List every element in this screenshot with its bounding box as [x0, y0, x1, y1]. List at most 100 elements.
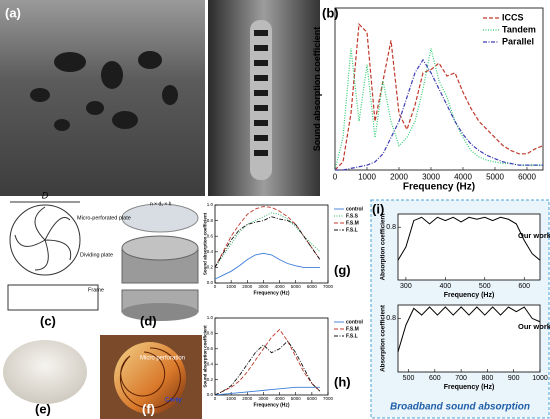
panel-label: (b): [322, 5, 339, 20]
y-tick-label: 0.6: [207, 346, 214, 351]
diagram-label: Micro perforation: [140, 356, 185, 362]
x-tick-label: 5000: [486, 172, 504, 181]
y-axis-label: Sound absorption coefficient: [312, 27, 322, 152]
shell: [114, 342, 186, 414]
y-tick-label: 0.0: [207, 280, 214, 285]
legend-label: F.S.L: [346, 227, 358, 233]
plot-area: [397, 213, 541, 281]
x-tick-label: 4000: [454, 172, 472, 181]
y-axis-label: Absorption coefficient: [379, 213, 386, 281]
series-line: [214, 216, 321, 268]
y-tick-label: 0.8: [207, 218, 214, 223]
x-tick-label: 400: [439, 283, 451, 290]
legend-label: Tandem: [502, 24, 536, 34]
y-tick-label: 0.2: [207, 265, 214, 270]
y-tick-label: 0.8: [386, 315, 396, 322]
series-line: [214, 386, 320, 396]
x-tick-label: 1000: [226, 396, 237, 401]
x-axis-label: Frequency (Hz): [444, 384, 495, 391]
x-tick-label: 0: [214, 396, 217, 401]
x-tick-label: 600: [429, 375, 441, 382]
y-axis-label: Sound absorption coefficient: [202, 212, 207, 275]
y-tick-label: 0.2: [207, 377, 214, 382]
legend-label: Our work: [518, 231, 550, 240]
legend-label: F.S.L: [346, 333, 358, 339]
y-tick-label: 1.0: [207, 202, 214, 207]
panel-label: (h): [334, 374, 351, 389]
series-line: [335, 58, 543, 171]
x-tick-label: 500: [403, 375, 415, 382]
x-tick-label: 7000: [323, 284, 334, 289]
panel-label: (c): [40, 313, 56, 328]
x-tick-label: 900: [508, 375, 520, 382]
dimension-label: D: [42, 190, 49, 200]
divider-top: [121, 235, 199, 261]
legend-label: control: [346, 206, 364, 212]
x-tick-label: 6000: [518, 172, 536, 181]
x-tick-label: 300: [400, 283, 412, 290]
x-tick-label: 1000: [358, 172, 376, 181]
legend-label: F.S.M: [346, 326, 359, 332]
x-tick-label: 3000: [422, 172, 440, 181]
x-tick-label: 3000: [258, 284, 269, 289]
legend-label: ICCS: [502, 12, 524, 22]
x-tick-label: 1000: [226, 284, 237, 289]
panel-label: (i): [372, 201, 384, 216]
series-line: [334, 22, 544, 171]
series-line: [214, 212, 321, 268]
series-line: [214, 252, 320, 280]
panel-label: (a): [5, 5, 21, 20]
pores: [30, 51, 178, 131]
x-tick-label: 2000: [242, 284, 253, 289]
spiral-diagram: [7, 201, 99, 311]
y-tick-label: 0.6: [207, 233, 214, 238]
x-tick-label: 7000: [323, 396, 334, 401]
panel-label: (e): [35, 401, 51, 416]
x-tick-label: 5000: [291, 284, 302, 289]
diagram-label: n × d₁ × h: [150, 201, 172, 207]
x-tick-label: 4000: [275, 396, 286, 401]
y-axis-label: Sound absorption coefficient: [202, 325, 207, 388]
y-tick-label: 0.4: [207, 361, 214, 366]
x-axis-label: Frequency (Hz): [253, 290, 289, 296]
series-line: [214, 206, 321, 268]
shell-spiral: [119, 347, 181, 409]
panel-label: (f): [142, 401, 155, 416]
plot-area: [214, 317, 329, 396]
box-caption: Broadband sound absorption: [390, 402, 530, 413]
y-tick-label: 0.0: [207, 392, 214, 397]
x-tick-label: 0: [214, 284, 217, 289]
series-line: [334, 48, 543, 171]
legend-label: Parallel: [502, 36, 534, 46]
panel-label: (d): [140, 313, 157, 328]
x-tick-label: 2000: [242, 396, 253, 401]
x-tick-label: 700: [455, 375, 467, 382]
y-axis-label: Absorption coefficient: [379, 304, 386, 372]
legend-label: control: [346, 319, 364, 325]
x-tick-label: 6000: [307, 284, 318, 289]
diagram-label: Frame: [88, 287, 104, 293]
diagram-label: Dividing plate: [80, 252, 113, 258]
y-tick-label: 0.4: [207, 249, 214, 254]
micro-plate: [121, 203, 199, 233]
x-tick-label: 6000: [307, 396, 318, 401]
x-tick-label: 600: [518, 283, 530, 290]
x-axis-label: Frequency (Hz): [403, 182, 475, 193]
plot-area: [397, 304, 541, 373]
series-line: [397, 216, 541, 261]
diagram-label: Cavity: [165, 398, 182, 404]
x-axis-label: Frequency (Hz): [444, 292, 495, 299]
sample-photo: [3, 340, 87, 404]
x-tick-label: 0: [333, 172, 338, 181]
legend-label: F.S.S: [346, 213, 359, 219]
x-tick-label: 800: [482, 375, 494, 382]
x-tick-label: 2000: [390, 172, 408, 181]
panel-label: (g): [334, 262, 351, 277]
series-line: [214, 328, 321, 396]
y-tick-label: 1.0: [207, 315, 214, 320]
series-line: [214, 340, 321, 396]
legend-label: F.S.M: [346, 220, 359, 226]
y-tick-label: 0.8: [207, 331, 214, 336]
slits: [250, 20, 272, 180]
